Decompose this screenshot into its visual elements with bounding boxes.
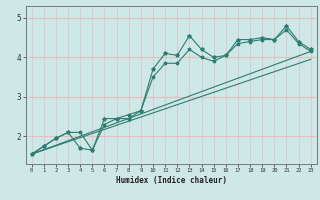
X-axis label: Humidex (Indice chaleur): Humidex (Indice chaleur) bbox=[116, 176, 227, 185]
